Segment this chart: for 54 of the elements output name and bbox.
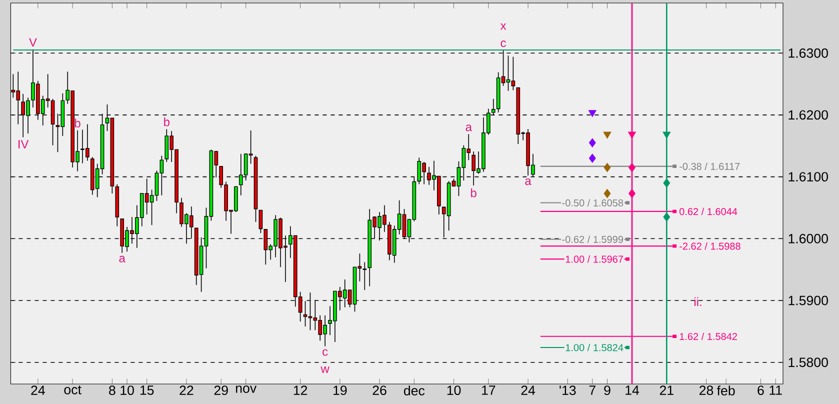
x-tick-label: 12 (294, 386, 308, 395)
candlestick (491, 98, 496, 116)
candlestick (362, 262, 367, 290)
x-tick-label: 7 (589, 386, 596, 395)
x-tick-label: 19 (334, 386, 347, 396)
y-tick-label: 1.6000 (788, 234, 828, 244)
annotation: a (525, 178, 532, 186)
annotation: ii. (694, 297, 702, 306)
x-tick-label: 22 (180, 386, 194, 395)
x-tick-label: 10 (120, 386, 134, 396)
y-tick-label: 1.5800 (788, 358, 828, 368)
annotation: c (500, 40, 506, 48)
x-tick-label: feb (716, 386, 735, 396)
y-tick-label: 1.6200 (788, 110, 828, 120)
annotation: b (74, 118, 80, 128)
x-tick-label: 28 (700, 386, 714, 396)
annotation: w (320, 366, 330, 373)
x-tick-label: 14 (626, 386, 640, 395)
x-tick-label: 6 (758, 386, 764, 396)
x-tick-label: 24 (31, 386, 45, 395)
ref-line-label: -2.62 / 1.5988 (680, 242, 740, 250)
x-tick-label: dec (404, 386, 425, 396)
x-tick-label: 17 (482, 386, 496, 395)
annotation: c (322, 349, 328, 356)
x-tick-label: '13 (560, 386, 576, 396)
ref-line-label: 1.00 / 1.5824 (566, 344, 624, 352)
x-tick-label: 8 (109, 386, 116, 396)
ref-line-label: 0.62 / 1.6044 (680, 208, 738, 216)
ref-line-label: 1.62 / 1.5842 (680, 332, 737, 340)
x-tick-label: nov (236, 386, 257, 393)
annotation: IV (18, 140, 29, 148)
ref-line-label: -0.38 / 1.6117 (680, 162, 740, 170)
x-tick-label: 21 (660, 386, 674, 395)
annotation: b (471, 188, 476, 198)
x-tick-label: 11 (770, 386, 782, 395)
ref-line-label: 1.00 / 1.5967 (566, 255, 623, 263)
x-tick-label: 9 (604, 386, 610, 396)
annotation: x (500, 23, 506, 30)
x-tick-label: 26 (372, 386, 386, 396)
ref-line-label: -0.50 / 1.6058 (562, 199, 624, 206)
x-tick-label: oct (64, 386, 82, 394)
x-tick-label: 15 (140, 386, 154, 395)
x-tick-label: 29 (214, 386, 228, 396)
ref-line-label: -0.62 / 1.5999 (562, 236, 624, 243)
y-tick-label: 1.5900 (788, 296, 828, 306)
candlestick (258, 210, 263, 234)
annotation: V (29, 38, 37, 46)
annotation: a (119, 256, 126, 262)
x-tick-label: 10 (447, 386, 461, 396)
x-tick-label: 24 (521, 386, 536, 395)
y-tick-label: 1.6300 (788, 48, 828, 58)
annotation: b (164, 117, 170, 126)
y-tick-label: 1.6100 (788, 172, 828, 182)
annotation: a (466, 124, 472, 132)
